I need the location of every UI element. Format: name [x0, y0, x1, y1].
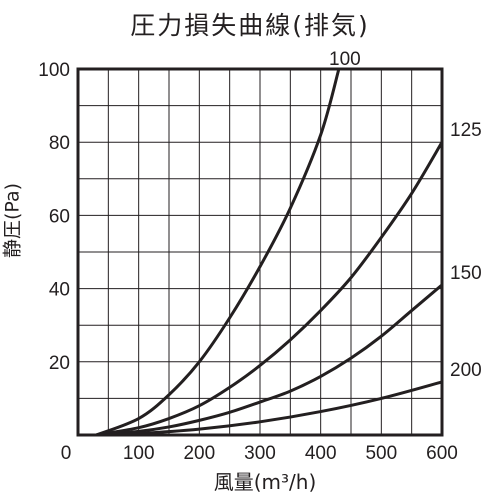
x-tick-label: 200: [183, 443, 215, 464]
series-label-200: 200: [450, 360, 482, 381]
series-line-150: [94, 283, 442, 435]
tick-labels: 0 100 200 300 400 500 600 20 40 60 80 100: [38, 60, 458, 464]
series-lines: [94, 69, 442, 435]
x-tick-label: 0: [61, 443, 72, 464]
plot-frame: [76, 67, 444, 437]
x-tick-label: 500: [365, 443, 397, 464]
series-label-150: 150: [450, 263, 482, 284]
series-label-125: 125: [450, 120, 482, 141]
x-tick-label: 600: [426, 443, 458, 464]
x-tick-label: 400: [305, 443, 337, 464]
x-tick-label: 300: [244, 443, 276, 464]
series-line-200: [94, 380, 442, 435]
series-line-100: [94, 69, 341, 435]
y-tick-label: 40: [49, 280, 70, 301]
y-tick-label: 60: [49, 206, 70, 227]
y-tick-label: 80: [49, 133, 70, 154]
y-tick-label: 100: [38, 60, 70, 81]
series-labels: 100 125 150 200: [329, 49, 482, 381]
grid: [78, 69, 442, 435]
y-tick-label: 20: [49, 353, 70, 374]
chart-title: 圧力損失曲線(排気): [130, 11, 370, 40]
series-label-100: 100: [329, 49, 361, 70]
x-tick-label: 100: [123, 443, 155, 464]
series-line-125: [94, 140, 442, 435]
x-axis-label: 風量(m³/h): [213, 470, 317, 494]
